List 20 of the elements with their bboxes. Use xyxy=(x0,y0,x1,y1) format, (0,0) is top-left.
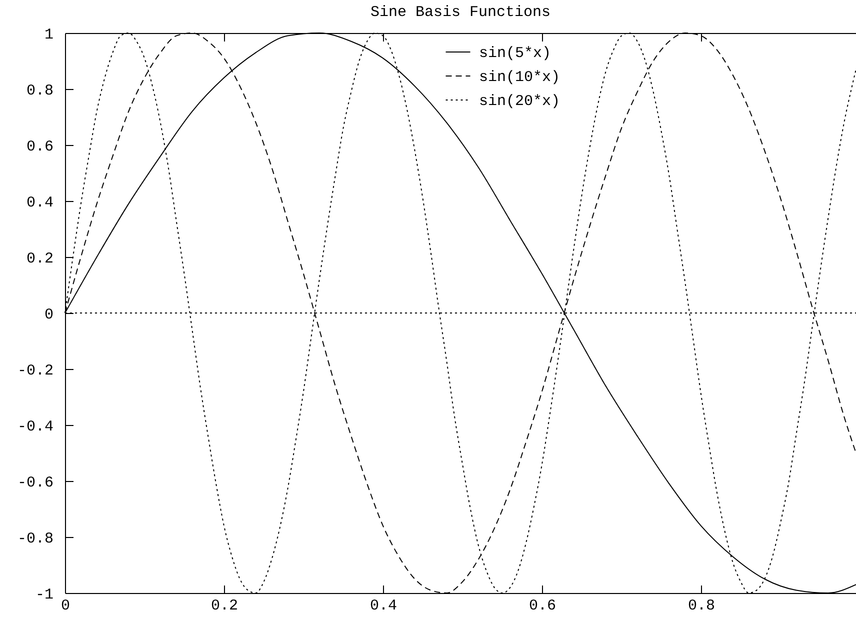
x-tick-label: 0.2 xyxy=(210,598,238,614)
legend-label: sin(5*x) xyxy=(479,45,552,62)
x-tick-label: 0.4 xyxy=(370,598,397,614)
y-tick-label: 0.2 xyxy=(26,250,54,268)
y-tick-label: -0.4 xyxy=(17,418,54,436)
y-tick-label: -0.6 xyxy=(17,474,54,492)
y-tick-label: 0.4 xyxy=(26,194,54,212)
legend-label: sin(10*x) xyxy=(479,69,560,86)
y-tick-label: 0.6 xyxy=(26,138,54,156)
x-tick-label: 0 xyxy=(60,598,70,614)
chart-title: Sine Basis Functions xyxy=(370,4,551,21)
x-tick-label: 0.6 xyxy=(528,598,556,614)
y-tick-label: 1 xyxy=(44,26,54,44)
y-tick-label: 0 xyxy=(44,306,54,324)
x-tick-label: 0.8 xyxy=(688,598,715,614)
y-tick-label: 0.8 xyxy=(26,82,54,100)
y-tick-label: -1 xyxy=(35,586,54,604)
y-tick-label: -0.8 xyxy=(17,530,54,548)
legend-label: sin(20*x) xyxy=(479,93,560,110)
y-tick-label: -0.2 xyxy=(17,362,54,380)
